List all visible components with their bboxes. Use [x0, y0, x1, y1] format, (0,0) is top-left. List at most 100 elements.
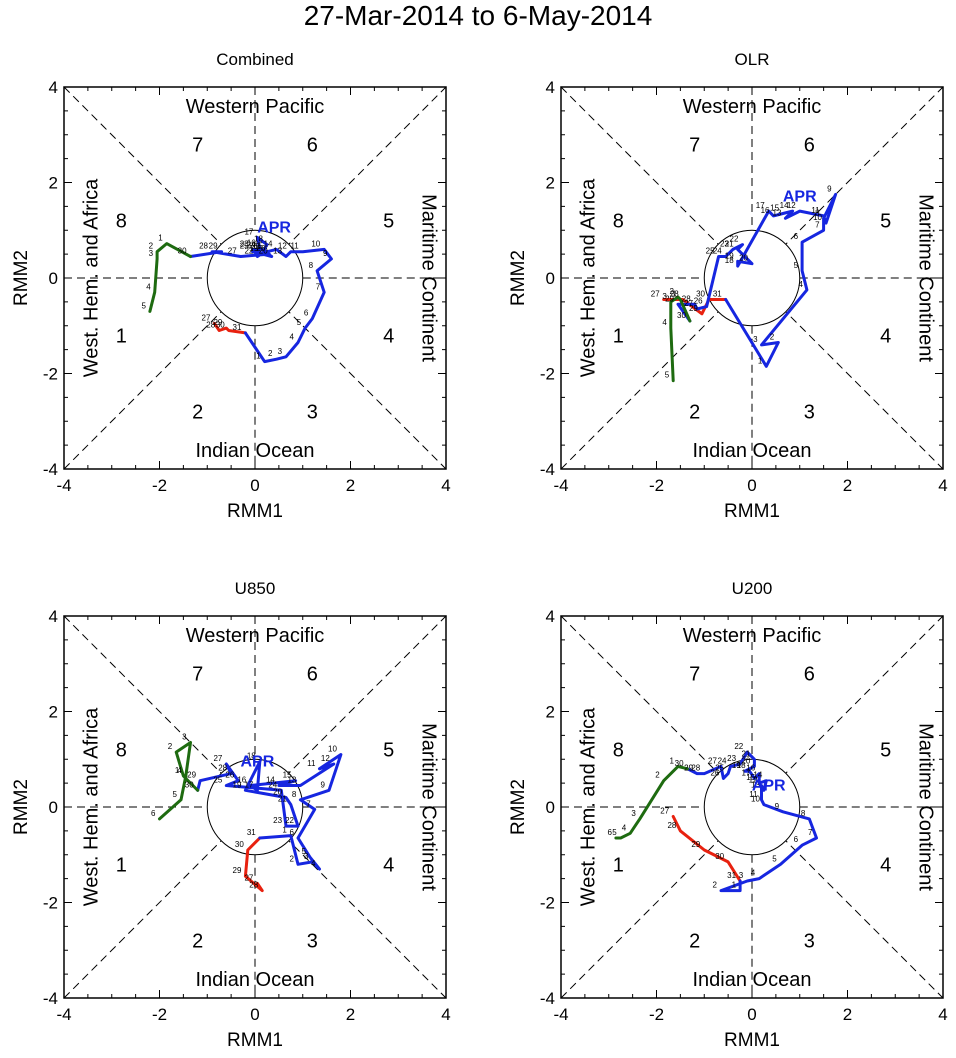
day-label: 29	[684, 764, 693, 773]
day-label: 1	[175, 766, 180, 775]
panel-combined: Combined Western Pacific Indian Ocean West.…	[11, 50, 451, 522]
phase-number-1: 1	[613, 854, 624, 876]
x-tick-label: 4	[441, 1005, 450, 1024]
day-label: 28	[218, 764, 227, 773]
y-tick-label: 4	[546, 78, 555, 97]
day-label: 4	[798, 280, 803, 289]
day-label: 7	[808, 828, 813, 837]
day-label: 8	[815, 208, 820, 217]
y-tick-label: -2	[43, 894, 58, 913]
day-label: 5	[665, 371, 670, 380]
y-tick-label: 0	[546, 798, 555, 817]
series-mar-line	[671, 815, 742, 883]
day-label: 9	[827, 184, 832, 193]
day-label: 27	[660, 807, 669, 816]
x-axis-label: RMM1	[227, 501, 283, 522]
day-label: 3	[631, 809, 636, 818]
day-label: 25	[240, 242, 249, 251]
day-label: 9	[323, 249, 328, 258]
phase-number-8: 8	[613, 211, 624, 233]
day-label: 17	[756, 201, 765, 210]
y-axis-label: RMM2	[508, 250, 529, 306]
day-label: 18	[737, 761, 746, 770]
day-label: 29	[209, 242, 218, 251]
day-label: 29	[689, 304, 698, 313]
day-label: 19	[233, 780, 242, 789]
day-label: 14	[780, 201, 789, 210]
day-label: 19	[732, 761, 741, 770]
x-tick-label: 0	[747, 1005, 756, 1024]
day-label: 1	[256, 352, 261, 361]
day-label: 16	[761, 206, 770, 215]
day-label: 26	[225, 771, 234, 780]
day-label: 29	[213, 318, 222, 327]
region-label-maritime-continent: Maritime Continent	[915, 194, 937, 362]
day-label: 25	[715, 764, 724, 773]
day-label: 31	[247, 828, 256, 837]
day-label: 11	[749, 790, 758, 799]
x-tick-label: -2	[152, 476, 167, 495]
day-label: 6	[607, 828, 612, 837]
day-label: 16	[247, 238, 256, 247]
day-label: 28	[206, 321, 215, 330]
x-tick-label: 2	[346, 1005, 355, 1024]
day-label: 27	[708, 756, 717, 765]
day-label: 28	[682, 294, 691, 303]
day-label: 6	[794, 835, 799, 844]
x-tick-label: 2	[843, 1005, 852, 1024]
series-apr-line	[686, 750, 818, 893]
y-axis-label: RMM2	[11, 779, 32, 835]
day-label: 30	[696, 289, 705, 298]
month-label-apr: APR	[240, 753, 274, 770]
region-label-maritime-continent: Maritime Continent	[915, 723, 937, 891]
day-label: 18	[247, 752, 256, 761]
y-tick-label: -2	[540, 894, 555, 913]
phase-number-4: 4	[880, 854, 891, 876]
panel-u850: U850 Western Pacific Indian Ocean West. Hem…	[11, 579, 451, 1051]
day-label: 8	[801, 809, 806, 818]
day-label: 18	[254, 235, 263, 244]
series-may-line	[614, 764, 689, 840]
day-label: 17	[244, 227, 253, 236]
x-tick-label: 0	[250, 1005, 259, 1024]
day-label: 29	[691, 840, 700, 849]
series-mar-line	[243, 836, 264, 893]
phase-number-5: 5	[880, 211, 891, 233]
region-label-indian-ocean: Indian Ocean	[693, 969, 812, 991]
day-label: 6	[304, 309, 309, 318]
day-label: 19	[249, 244, 258, 253]
x-tick-label: -2	[649, 476, 664, 495]
day-label: 3	[739, 871, 744, 880]
day-label: 4	[290, 332, 295, 341]
day-label: 30	[178, 247, 187, 256]
day-label: 3	[662, 292, 667, 301]
day-label: 20	[259, 247, 268, 256]
phase-number-2: 2	[689, 931, 700, 953]
day-label: 15	[746, 773, 755, 782]
x-tick-label: 2	[346, 476, 355, 495]
phase-number-5: 5	[383, 211, 394, 233]
y-tick-label: -2	[540, 365, 555, 384]
panel-olr: OLR Western Pacific Indian Ocean West. Hem.…	[508, 50, 948, 522]
day-label: 17	[741, 768, 750, 777]
region-label-indian-ocean: Indian Ocean	[196, 440, 315, 462]
region-label-indian-ocean: Indian Ocean	[693, 440, 812, 462]
day-label: 3	[278, 347, 283, 356]
day-label: 27	[651, 289, 660, 298]
phase-number-6: 6	[307, 663, 318, 685]
series-may-line	[158, 741, 200, 821]
series-may-line	[669, 295, 692, 383]
panel-title: U200	[732, 579, 773, 598]
x-tick-label: 0	[747, 476, 756, 495]
day-label: 25	[706, 247, 715, 256]
x-tick-label: -4	[56, 476, 71, 495]
day-label: 2	[670, 287, 675, 296]
day-label: 5	[173, 790, 178, 799]
region-label-western-pacific: Western Pacific	[186, 625, 325, 647]
series-apr-line	[196, 753, 343, 871]
day-label: 1	[732, 881, 737, 890]
day-label: 23	[727, 754, 736, 763]
day-label: 3	[149, 249, 154, 258]
day-label: 23	[273, 816, 282, 825]
day-label: 22	[285, 816, 294, 825]
